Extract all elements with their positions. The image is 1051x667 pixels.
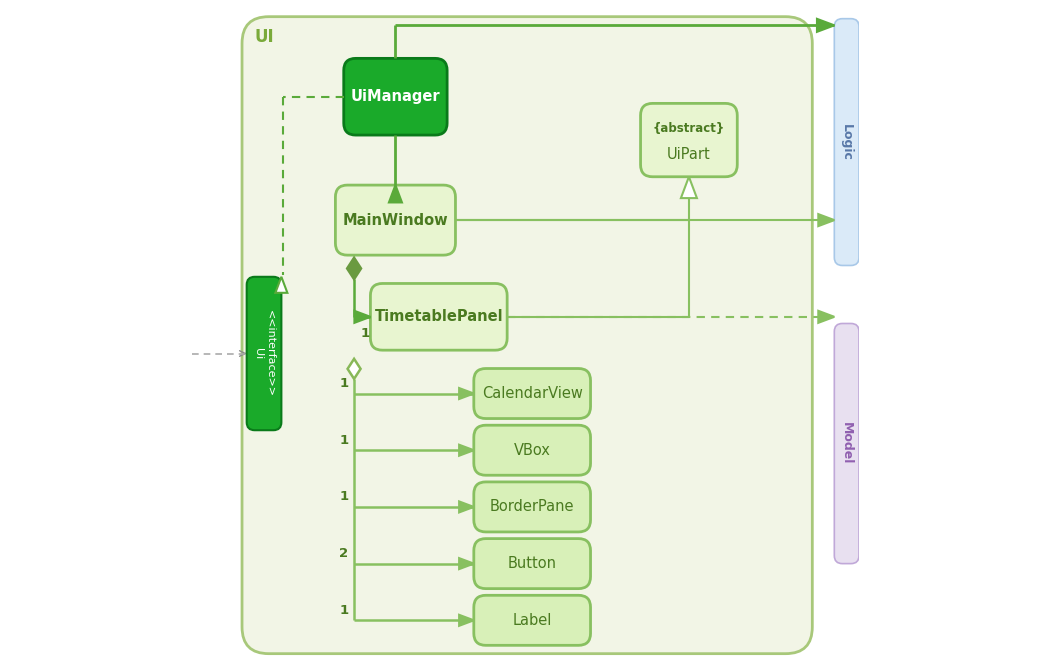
- Text: 1: 1: [339, 490, 349, 503]
- Polygon shape: [347, 258, 360, 279]
- Text: UI: UI: [254, 28, 273, 46]
- FancyBboxPatch shape: [335, 185, 455, 255]
- Text: UiPart: UiPart: [667, 147, 710, 162]
- Polygon shape: [459, 615, 474, 626]
- Polygon shape: [389, 185, 401, 203]
- Polygon shape: [817, 19, 834, 32]
- FancyBboxPatch shape: [834, 323, 859, 564]
- Text: 2: 2: [339, 547, 349, 560]
- Text: TimetablePanel: TimetablePanel: [374, 309, 503, 324]
- FancyBboxPatch shape: [247, 277, 282, 430]
- Polygon shape: [819, 214, 834, 226]
- Text: {abstract}: {abstract}: [653, 121, 725, 135]
- FancyBboxPatch shape: [474, 596, 591, 646]
- Text: Logic: Logic: [840, 123, 853, 161]
- Text: CalendarView: CalendarView: [481, 386, 582, 401]
- FancyBboxPatch shape: [474, 426, 591, 475]
- Polygon shape: [459, 388, 474, 399]
- Text: <<interface>>
Ui: <<interface>> Ui: [253, 310, 274, 397]
- FancyBboxPatch shape: [344, 59, 447, 135]
- Polygon shape: [275, 277, 287, 293]
- Text: UiManager: UiManager: [351, 89, 440, 104]
- Text: Label: Label: [513, 613, 552, 628]
- Polygon shape: [348, 359, 360, 379]
- FancyBboxPatch shape: [242, 17, 812, 654]
- Text: Button: Button: [508, 556, 557, 571]
- Polygon shape: [459, 445, 474, 456]
- Text: 1: 1: [339, 377, 349, 390]
- Text: 1: 1: [339, 604, 349, 616]
- FancyBboxPatch shape: [474, 482, 591, 532]
- Polygon shape: [681, 177, 697, 198]
- Polygon shape: [459, 558, 474, 569]
- FancyBboxPatch shape: [370, 283, 508, 350]
- Text: VBox: VBox: [514, 443, 551, 458]
- FancyBboxPatch shape: [474, 368, 591, 419]
- Text: MainWindow: MainWindow: [343, 213, 448, 227]
- Polygon shape: [459, 502, 474, 512]
- Text: 1: 1: [360, 327, 370, 340]
- Text: Model: Model: [840, 422, 853, 465]
- FancyBboxPatch shape: [640, 103, 737, 177]
- FancyBboxPatch shape: [834, 19, 859, 265]
- Text: BorderPane: BorderPane: [490, 500, 575, 514]
- FancyBboxPatch shape: [474, 539, 591, 588]
- Text: 1: 1: [339, 434, 349, 446]
- Polygon shape: [819, 311, 834, 323]
- Polygon shape: [354, 311, 370, 323]
